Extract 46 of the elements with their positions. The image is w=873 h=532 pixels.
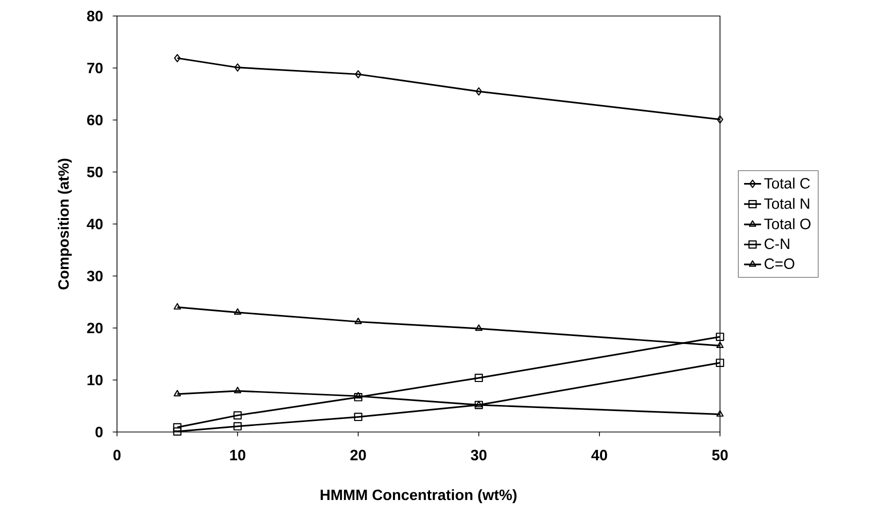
legend-label: Total C	[764, 178, 810, 189]
point	[474, 374, 483, 382]
y-tick-label: 80	[87, 10, 103, 22]
point	[354, 393, 362, 402]
point	[354, 412, 362, 422]
y-tick-label: 30	[86, 270, 103, 282]
point	[234, 63, 241, 72]
y-tick-label: 20	[87, 322, 103, 334]
point	[716, 115, 724, 124]
point	[716, 342, 724, 348]
y-tick-label: 70	[87, 62, 103, 74]
point	[173, 427, 182, 436]
y-tick-label: 60	[87, 114, 103, 126]
point	[234, 308, 242, 315]
legend-label: C-N	[764, 238, 790, 250]
point	[174, 303, 181, 310]
point	[233, 422, 242, 430]
point	[474, 400, 483, 410]
x-tick-label: 30	[470, 450, 486, 460]
point	[174, 54, 181, 62]
point	[716, 410, 724, 417]
x-tick-label: 50	[712, 450, 728, 460]
point	[716, 332, 724, 341]
legend-label: C=O	[764, 258, 794, 269]
point	[233, 411, 242, 420]
y-tick-label: 0	[96, 426, 103, 438]
legend-label: Total O	[764, 218, 810, 230]
point	[234, 386, 242, 394]
y-tick-label: 10	[88, 374, 103, 386]
legend-label: Total N	[764, 198, 810, 209]
point	[475, 324, 482, 331]
point	[174, 390, 181, 396]
x-axis-title: HMMM Concentration (wt%)	[320, 489, 517, 504]
x-tick-label: 40	[591, 450, 608, 460]
point	[475, 400, 482, 408]
point	[716, 358, 724, 367]
point	[354, 70, 362, 78]
y-tick-label: 40	[86, 218, 103, 230]
point	[354, 318, 362, 324]
x-tick-label: 0	[113, 450, 121, 460]
x-tick-label: 10	[230, 450, 246, 460]
y-axis-title: Composition (at%)	[58, 158, 72, 290]
point	[173, 423, 182, 432]
point	[476, 87, 482, 96]
x-tick-label: 20	[350, 450, 366, 460]
y-tick-label: 50	[87, 166, 103, 178]
